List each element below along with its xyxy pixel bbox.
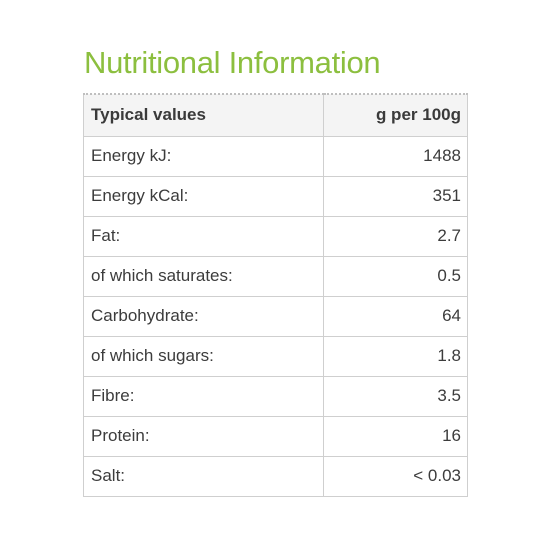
table-row: Energy kCal: 351 [83, 175, 468, 217]
table-row: Fibre: 3.5 [83, 375, 468, 417]
row-value-energy-kcal: 351 [323, 175, 468, 217]
row-value-fibre: 3.5 [323, 375, 468, 417]
table-row: of which saturates: 0.5 [83, 255, 468, 297]
table-header-row: Typical values g per 100g [83, 93, 468, 137]
page-title: Nutritional Information [84, 45, 381, 80]
table-row: Fat: 2.7 [83, 215, 468, 257]
table-row: Energy kJ: 1488 [83, 135, 468, 177]
table-row: Protein: 16 [83, 415, 468, 457]
row-label-protein: Protein: [83, 415, 324, 457]
row-value-protein: 16 [323, 415, 468, 457]
row-value-carbohydrate: 64 [323, 295, 468, 337]
row-value-sugars: 1.8 [323, 335, 468, 377]
row-value-saturates: 0.5 [323, 255, 468, 297]
table-row: of which sugars: 1.8 [83, 335, 468, 377]
table-row: Salt: < 0.03 [83, 455, 468, 497]
row-value-fat: 2.7 [323, 215, 468, 257]
table-row: Carbohydrate: 64 [83, 295, 468, 337]
row-value-energy-kj: 1488 [323, 135, 468, 177]
row-label-carbohydrate: Carbohydrate: [83, 295, 324, 337]
row-label-saturates: of which saturates: [83, 255, 324, 297]
column-header-per-100g: g per 100g [323, 93, 468, 137]
row-label-energy-kcal: Energy kCal: [83, 175, 324, 217]
row-label-salt: Salt: [83, 455, 324, 497]
row-label-fibre: Fibre: [83, 375, 324, 417]
row-value-salt: < 0.03 [323, 455, 468, 497]
column-header-typical-values: Typical values [83, 93, 324, 137]
row-label-energy-kj: Energy kJ: [83, 135, 324, 177]
row-label-fat: Fat: [83, 215, 324, 257]
nutrition-table: Typical values g per 100g Energy kJ: 148… [83, 93, 468, 497]
row-label-sugars: of which sugars: [83, 335, 324, 377]
